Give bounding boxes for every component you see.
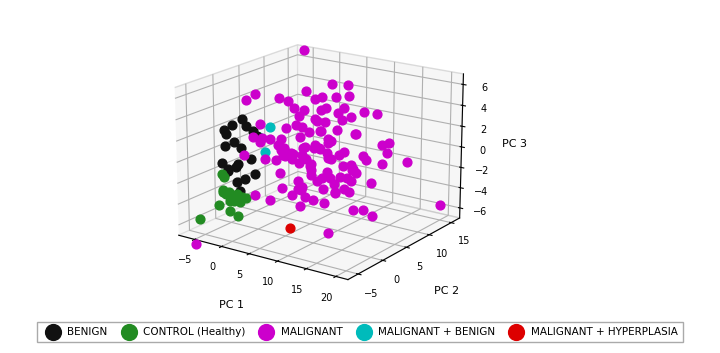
X-axis label: PC 1: PC 1 [219, 300, 244, 310]
Y-axis label: PC 2: PC 2 [433, 286, 459, 295]
Legend: BENIGN, CONTROL (Healthy), MALIGNANT, MALIGNANT + BENIGN, MALIGNANT + HYPERPLASI: BENIGN, CONTROL (Healthy), MALIGNANT, MA… [37, 322, 683, 342]
